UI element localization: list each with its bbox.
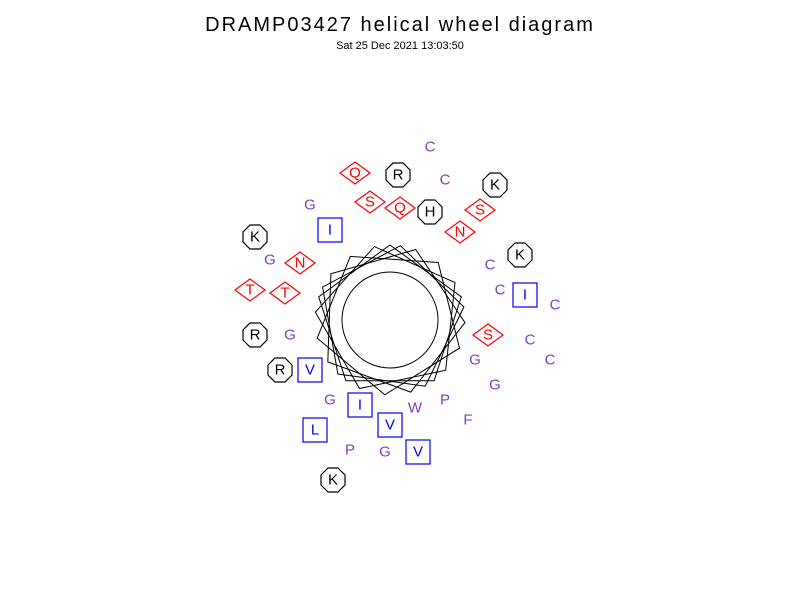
residue-label: N <box>455 224 466 241</box>
residue-label: I <box>328 222 332 239</box>
residue-label: R <box>250 327 261 344</box>
residue-label: C <box>485 257 496 274</box>
residue-label: T <box>245 282 254 299</box>
residue-label: Q <box>394 200 406 217</box>
residue-label: G <box>469 352 481 369</box>
helical-wheel-diagram: CRQCKGSQHSKINGNKCTTCICRGSCRVGCGGIWPLVFPG… <box>0 0 800 600</box>
residue-label: I <box>523 287 527 304</box>
residue-label: V <box>305 362 315 379</box>
residue-label: S <box>483 327 493 344</box>
residue-label: C <box>425 139 436 156</box>
residue-label: T <box>280 285 289 302</box>
residue-label: C <box>545 352 556 369</box>
residue-label: S <box>365 194 375 211</box>
residue-label: V <box>413 444 423 461</box>
residue-label: W <box>408 400 423 417</box>
residue-label: R <box>393 167 404 184</box>
residue-label: G <box>284 327 296 344</box>
residue-label: P <box>440 392 450 409</box>
residue-label: S <box>475 202 485 219</box>
residue-label: R <box>275 362 286 379</box>
residue-label: Q <box>349 165 361 182</box>
residue-label: K <box>250 229 260 246</box>
residue-label: K <box>328 472 338 489</box>
residue-label: V <box>385 417 395 434</box>
residue-label: G <box>489 377 501 394</box>
residue-label: H <box>425 204 436 221</box>
residue-label: G <box>304 197 316 214</box>
residue-label: K <box>515 247 525 264</box>
residue-label: N <box>295 255 306 272</box>
residue-label: C <box>440 172 451 189</box>
residue-label: I <box>358 397 362 414</box>
residue-label: G <box>324 392 336 409</box>
residue-label: C <box>550 297 561 314</box>
residue-label: F <box>463 412 472 429</box>
residue-label: P <box>345 442 355 459</box>
residue-label: C <box>495 282 506 299</box>
residue-label: L <box>311 422 319 439</box>
residue-label: G <box>264 252 276 269</box>
residue-label: C <box>525 332 536 349</box>
residue-label: K <box>490 177 500 194</box>
residue-label: G <box>379 444 391 461</box>
